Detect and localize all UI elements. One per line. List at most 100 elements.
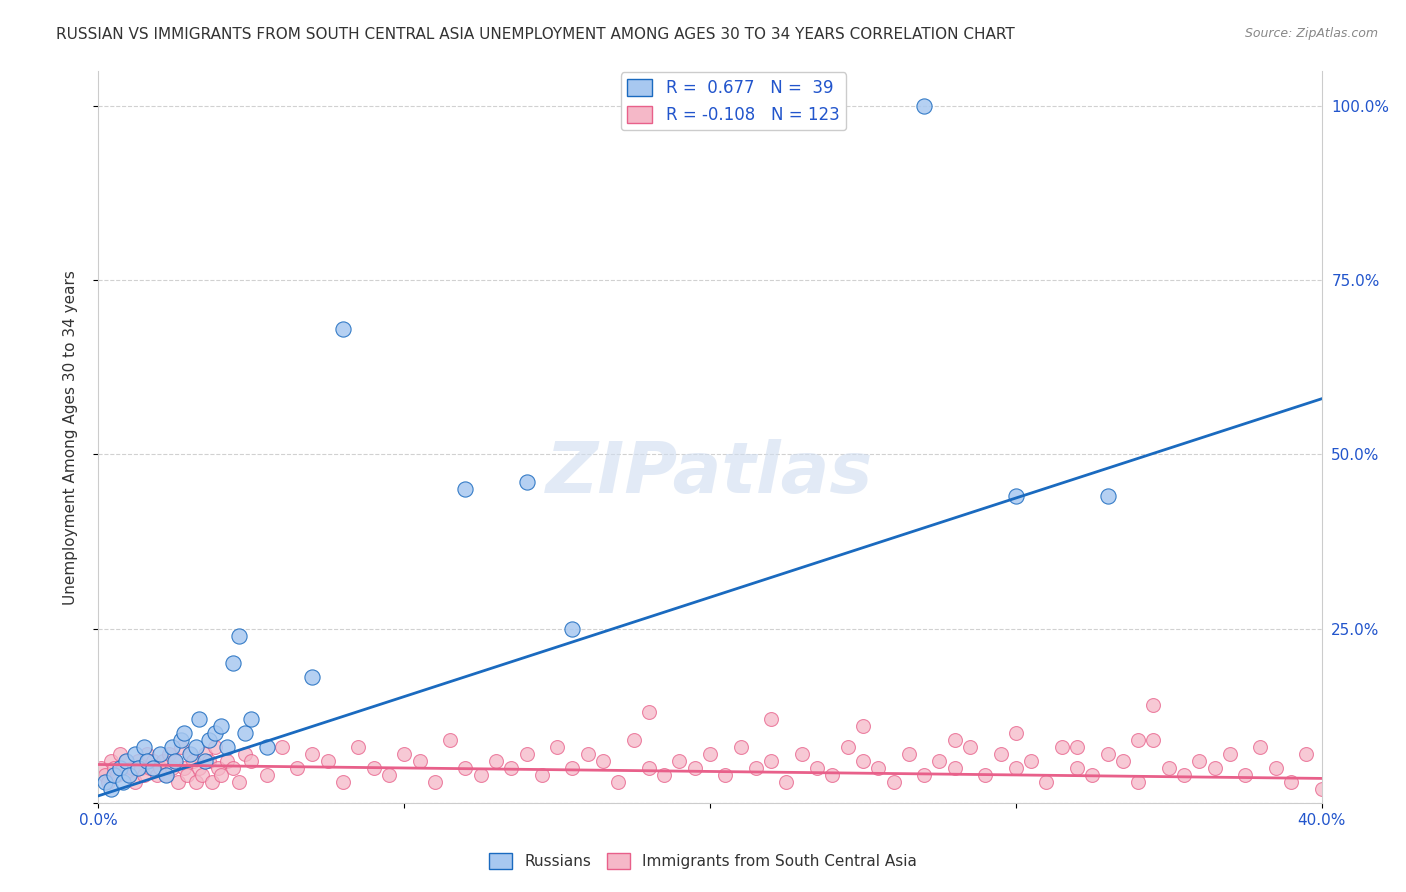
- Point: [200, 775, 222, 789]
- Point: [775, 775, 797, 789]
- Point: [745, 761, 768, 775]
- Point: [516, 475, 538, 490]
- Point: [943, 761, 966, 775]
- Point: [118, 768, 141, 782]
- Point: [837, 740, 859, 755]
- Point: [912, 99, 935, 113]
- Point: [623, 733, 645, 747]
- Point: [145, 768, 167, 782]
- Point: [912, 768, 935, 782]
- Point: [222, 657, 245, 671]
- Point: [134, 768, 156, 782]
- Point: [852, 754, 875, 768]
- Point: [139, 761, 162, 775]
- Text: Source: ZipAtlas.com: Source: ZipAtlas.com: [1244, 27, 1378, 40]
- Point: [179, 747, 201, 761]
- Point: [363, 761, 385, 775]
- Text: ZIPatlas: ZIPatlas: [547, 439, 873, 508]
- Point: [821, 768, 844, 782]
- Point: [160, 740, 183, 755]
- Point: [790, 747, 813, 761]
- Point: [233, 747, 256, 761]
- Point: [93, 775, 115, 789]
- Point: [160, 761, 183, 775]
- Point: [607, 775, 630, 789]
- Point: [173, 761, 195, 775]
- Point: [194, 747, 217, 761]
- Point: [759, 712, 782, 726]
- Point: [207, 761, 229, 775]
- Point: [1035, 775, 1057, 789]
- Point: [1112, 754, 1135, 768]
- Point: [149, 747, 172, 761]
- Point: [897, 747, 920, 761]
- Point: [124, 747, 146, 761]
- Y-axis label: Unemployment Among Ages 30 to 34 years: Unemployment Among Ages 30 to 34 years: [63, 269, 77, 605]
- Point: [1173, 768, 1195, 782]
- Point: [118, 768, 141, 782]
- Point: [1142, 733, 1164, 747]
- Point: [181, 754, 204, 768]
- Point: [197, 754, 219, 768]
- Point: [163, 754, 186, 768]
- Point: [97, 775, 120, 789]
- Point: [454, 761, 477, 775]
- Point: [1081, 768, 1104, 782]
- Point: [1142, 698, 1164, 713]
- Point: [222, 761, 245, 775]
- Point: [124, 775, 146, 789]
- Point: [974, 768, 997, 782]
- Point: [179, 747, 201, 761]
- Point: [959, 740, 981, 755]
- Point: [990, 747, 1012, 761]
- Point: [152, 754, 174, 768]
- Point: [423, 775, 446, 789]
- Point: [1004, 761, 1026, 775]
- Point: [852, 719, 875, 733]
- Text: RUSSIAN VS IMMIGRANTS FROM SOUTH CENTRAL ASIA UNEMPLOYMENT AMONG AGES 30 TO 34 Y: RUSSIAN VS IMMIGRANTS FROM SOUTH CENTRAL…: [56, 27, 1015, 42]
- Point: [194, 754, 217, 768]
- Point: [1264, 761, 1286, 775]
- Point: [347, 740, 370, 755]
- Point: [301, 747, 323, 761]
- Point: [209, 768, 232, 782]
- Point: [316, 754, 339, 768]
- Point: [668, 754, 690, 768]
- Point: [204, 726, 226, 740]
- Point: [228, 775, 250, 789]
- Point: [134, 740, 156, 755]
- Point: [332, 775, 354, 789]
- Point: [392, 747, 416, 761]
- Point: [301, 670, 323, 684]
- Point: [170, 733, 193, 747]
- Point: [1066, 740, 1088, 755]
- Point: [516, 747, 538, 761]
- Point: [176, 768, 198, 782]
- Point: [155, 768, 177, 782]
- Point: [943, 733, 966, 747]
- Point: [1128, 775, 1150, 789]
- Point: [652, 768, 675, 782]
- Point: [1234, 768, 1257, 782]
- Point: [637, 761, 661, 775]
- Point: [1204, 761, 1226, 775]
- Point: [197, 733, 219, 747]
- Point: [285, 761, 308, 775]
- Point: [121, 761, 143, 775]
- Point: [100, 781, 122, 796]
- Point: [209, 719, 232, 733]
- Point: [142, 761, 165, 775]
- Point: [186, 775, 208, 789]
- Point: [470, 768, 492, 782]
- Point: [1310, 781, 1333, 796]
- Point: [561, 622, 583, 636]
- Point: [699, 747, 721, 761]
- Point: [215, 754, 238, 768]
- Point: [868, 761, 890, 775]
- Point: [186, 740, 208, 755]
- Point: [730, 740, 752, 755]
- Point: [191, 768, 214, 782]
- Point: [806, 761, 828, 775]
- Point: [501, 761, 523, 775]
- Point: [454, 483, 477, 497]
